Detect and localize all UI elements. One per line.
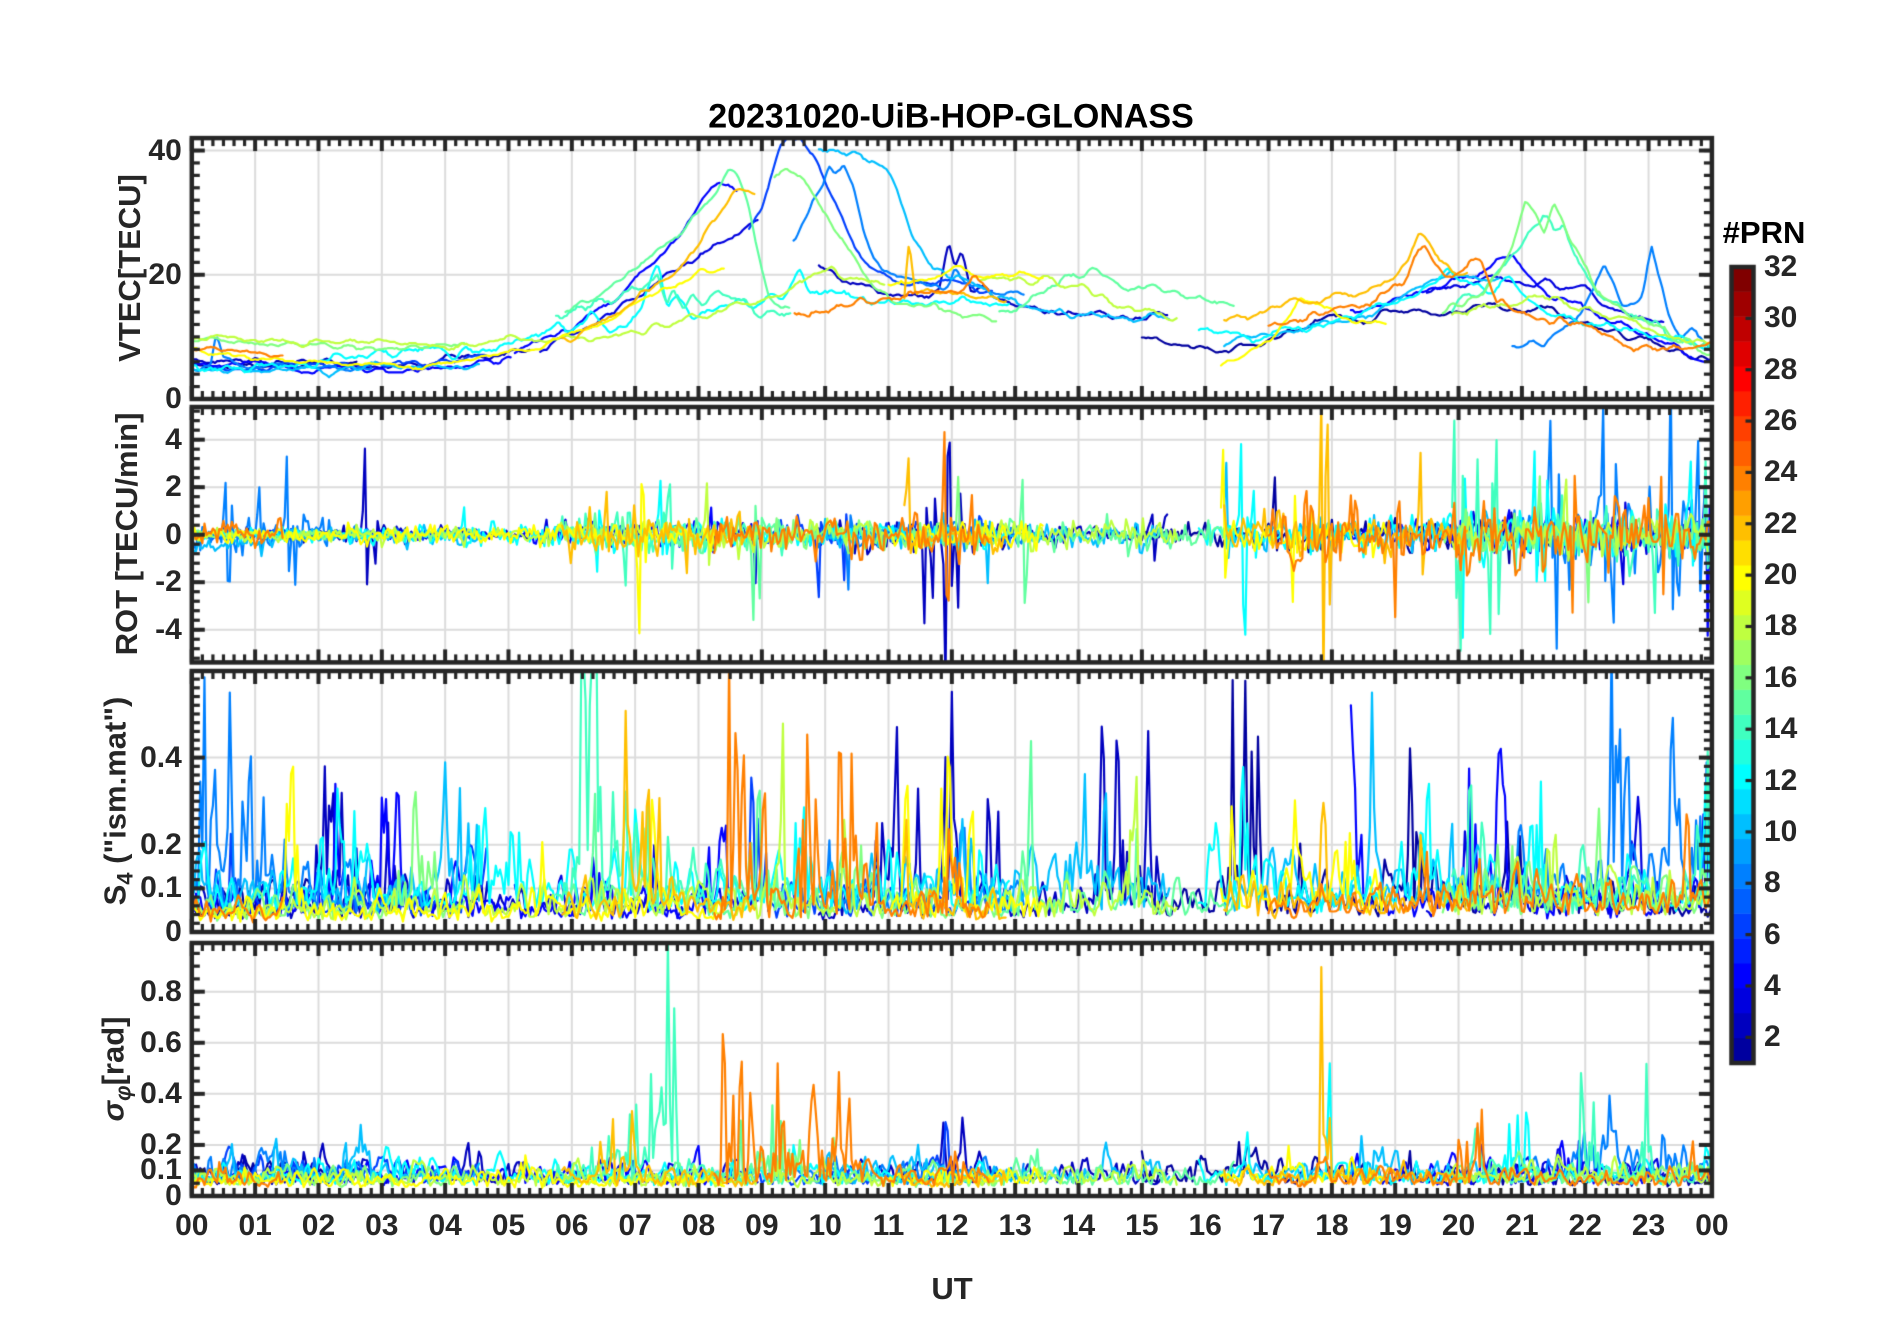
x-tick-label-19-19: 19 [1378, 1209, 1412, 1242]
ylabel-vtec: VTEC[TECU] [112, 174, 148, 362]
colorbar-tick-label-4: 4 [1764, 968, 1781, 1002]
chart-title: 20231020-UiB-HOP-GLONASS [708, 97, 1194, 136]
colorbar-tick-label-26: 26 [1764, 404, 1798, 438]
ylabel-s4: S4 ("ism.mat") [97, 697, 138, 906]
colorbar-tick-label-16: 16 [1764, 660, 1798, 694]
ylabel-rot: ROT [TECU/min] [109, 413, 145, 656]
ylabel-sigma-sub: φ [110, 1085, 136, 1101]
colorbar-tick-label-32: 32 [1764, 250, 1798, 283]
rot-y-tick-label-4: 4 [165, 422, 182, 456]
colorbar-tick-label-30: 30 [1764, 301, 1798, 335]
x-tick-label-04-4: 04 [428, 1209, 462, 1242]
x-tick-label-18-18: 18 [1315, 1209, 1349, 1242]
s4-y-tick-label-0: 0 [165, 915, 182, 948]
ylabel-sigma-rest: [rad] [95, 1016, 131, 1086]
colorbar-tick-label-10: 10 [1764, 814, 1798, 848]
vtec-y-tick-label-0: 0 [165, 382, 182, 415]
x-tick-label-11-11: 11 [872, 1209, 905, 1242]
colorbar-tick-label-6: 6 [1764, 917, 1781, 951]
s4-y-tick-label-0.2: 0.2 [140, 827, 182, 861]
rot-y-tick-label-2: 2 [165, 470, 182, 504]
ylabel-sigma-phi: σφ[rad] [95, 1017, 136, 1122]
rot-y-tick-label--2: -2 [155, 565, 182, 599]
sigma_phi-y-tick-label-0.8: 0.8 [140, 974, 182, 1008]
ylabel-s4-base: S [97, 884, 133, 906]
colorbar-tick-label-14: 14 [1764, 712, 1798, 746]
x-tick-label-14-14: 14 [1061, 1209, 1096, 1242]
x-tick-label-09-9: 09 [745, 1209, 779, 1242]
x-tick-label-22-22: 22 [1568, 1209, 1602, 1242]
colorbar-tick-label-12: 12 [1764, 763, 1798, 797]
rot-y-tick-label-0: 0 [165, 517, 182, 551]
ylabel-sigma-base: σ [95, 1100, 131, 1122]
x-tick-label-00-24: 00 [1695, 1209, 1729, 1242]
colorbar-tick-label-24: 24 [1764, 455, 1798, 489]
sigma_phi-y-tick-label-0.1: 0.1 [140, 1153, 182, 1187]
x-tick-label-00-0: 00 [175, 1209, 209, 1242]
vtec-y-tick-label-40: 40 [148, 133, 182, 167]
ylabel-rot-text: ROT [TECU/min] [109, 412, 144, 656]
x-tick-label-20-20: 20 [1441, 1209, 1476, 1242]
sigma_phi-y-tick-label-0.2: 0.2 [140, 1127, 182, 1161]
colorbar-title: #PRN [1722, 215, 1806, 250]
sigma_phi-y-tick-label-0.6: 0.6 [140, 1025, 182, 1059]
x-tick-label-23-23: 23 [1631, 1209, 1666, 1242]
colorbar-tick-label-8: 8 [1764, 866, 1781, 900]
s4-y-tick-label-0.1: 0.1 [140, 871, 182, 905]
x-tick-label-16-16: 16 [1188, 1209, 1222, 1242]
colorbar-tick-label-28: 28 [1764, 352, 1798, 386]
x-tick-label-08-8: 08 [681, 1209, 716, 1242]
ylabel-s4-rest: ("ism.mat") [97, 696, 133, 873]
s4-y-tick-label-0.4: 0.4 [140, 740, 182, 774]
colorbar-tick-label-20: 20 [1764, 558, 1798, 592]
x-tick-label-07-7: 07 [618, 1209, 652, 1242]
sigma_phi-y-tick-label-0.4: 0.4 [140, 1076, 182, 1110]
x-tick-label-17-17: 17 [1251, 1209, 1286, 1242]
vtec-y-tick-label-20: 20 [148, 257, 182, 291]
colorbar-tick-label-22: 22 [1764, 506, 1798, 540]
rot-y-tick-label--4: -4 [155, 612, 182, 646]
x-tick-label-02-2: 02 [301, 1209, 336, 1242]
x-tick-label-06-6: 06 [555, 1209, 589, 1242]
ylabel-s4-sub: 4 [112, 872, 138, 885]
colorbar-tick-label-2: 2 [1764, 1020, 1781, 1054]
x-tick-label-01-1: 01 [238, 1209, 272, 1242]
x-tick-label-03-3: 03 [365, 1209, 399, 1242]
sigma_phi-y-tick-label-0: 0 [165, 1179, 182, 1212]
x-tick-label-13-13: 13 [998, 1209, 1032, 1242]
x-tick-label-10-10: 10 [808, 1209, 842, 1242]
ylabel-vtec-text: VTEC[TECU] [112, 174, 147, 362]
x-tick-label-21-21: 21 [1505, 1209, 1539, 1242]
x-tick-label-12-12: 12 [935, 1209, 969, 1242]
colorbar-tick-label-18: 18 [1764, 609, 1798, 643]
x-axis-label: UT [931, 1271, 973, 1306]
x-tick-label-15-15: 15 [1125, 1209, 1159, 1242]
x-tick-label-05-5: 05 [491, 1209, 526, 1242]
